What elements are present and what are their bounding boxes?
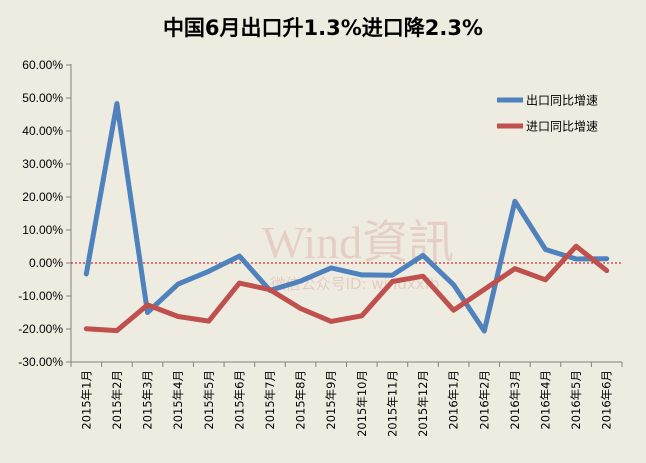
data-point [177,283,179,285]
data-point [147,312,149,313]
legend-label: 进口同比增速 [526,120,598,134]
y-axis: -30.00% -20.00% -10.00% 0.00% 10.00% 20.00% 30… [18,58,72,369]
x-tick-label: 2016年6月 [600,370,614,430]
data-point [606,258,608,260]
data-point [453,284,455,286]
x-tick-label: 2015年3月 [141,370,155,430]
x-tick-label: 2015年7月 [263,370,277,430]
y-tick-label: 60.00% [22,58,63,72]
series-line [83,101,610,334]
y-tick-label: -10.00% [18,289,63,303]
x-tick-label: 2015年4月 [171,370,185,430]
x-tick-label: 2015年2月 [110,370,124,430]
data-point [300,308,302,310]
data-point [391,280,393,282]
legend-label: 出口同比增速 [526,94,598,108]
data-point [116,330,118,332]
data-point [361,274,363,276]
data-point [116,103,118,105]
data-point [544,279,546,281]
data-point [544,248,546,250]
y-tick-label: 0.00% [29,256,63,270]
watermark: Wind資訊 微信公众号ID: windxxfb [262,217,454,293]
data-point [361,315,363,317]
data-point [177,315,179,317]
x-tick-label: 2015年9月 [324,370,338,430]
data-point [575,258,577,260]
data-point [269,289,271,291]
y-tick-label: 50.00% [22,91,63,105]
x-tick-label: 2015年6月 [232,370,246,430]
data-point [483,288,485,290]
y-tick-label: 20.00% [22,190,63,204]
x-tick-label: 2015年10月 [355,370,369,437]
chart-title: 中国6月出口升1.3%进口降2.3% [163,16,483,40]
y-tick-label: -30.00% [18,355,63,369]
data-point [208,320,210,322]
y-tick-label: 40.00% [22,124,63,138]
x-tick-label: 2016年3月 [508,370,522,430]
x-axis: 2015年1月 2015年2月 2015年3月 2015年4月 2015年5月 2015年… [70,262,623,437]
data-point [606,270,608,272]
data-point [330,267,332,269]
data-point [238,255,240,257]
data-point [391,274,393,276]
data-point [238,282,240,284]
data-point [575,245,577,247]
y-tick-label: 30.00% [22,157,63,171]
series-line [83,243,610,334]
data-point [514,268,516,270]
x-tick-label: 2015年1月 [79,370,93,430]
data-point [422,275,424,277]
x-tick-label: 2016年2月 [477,370,491,430]
x-tick-label: 2016年5月 [569,370,583,430]
y-tick-label: -20.00% [18,322,63,336]
data-point [514,200,516,202]
x-tick-label: 2015年5月 [202,370,216,430]
series-layer [83,101,610,334]
x-tick-label: 2015年11月 [385,370,399,437]
x-tick-label: 2015年12月 [416,370,430,437]
data-point [422,254,424,256]
data-point [330,320,332,322]
watermark-logo-text: Wind資訊 [262,217,454,268]
y-tick-label: 10.00% [22,223,63,237]
data-point [483,330,485,332]
data-point [453,309,455,311]
data-point [300,280,302,282]
series-import [83,243,610,334]
data-point [85,328,87,330]
x-tick-label: 2016年1月 [447,370,461,430]
data-point [85,273,87,275]
x-tick-label: 2016年4月 [538,370,552,430]
data-point [208,270,210,272]
series-export [83,101,610,334]
data-point [147,304,149,306]
x-tick-label: 2015年8月 [294,370,308,430]
